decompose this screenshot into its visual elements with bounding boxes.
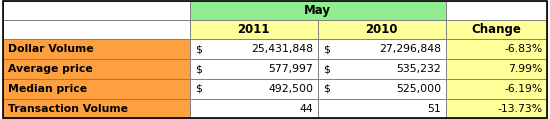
Text: Change: Change: [471, 23, 521, 36]
Bar: [446, 79, 547, 99]
Text: 535,232: 535,232: [397, 64, 441, 74]
Text: $: $: [195, 64, 202, 74]
Text: $: $: [323, 64, 330, 74]
Bar: [3, 59, 190, 79]
Bar: [190, 99, 318, 118]
Bar: [318, 59, 446, 79]
Text: 525,000: 525,000: [396, 84, 441, 94]
Text: Dollar Volume: Dollar Volume: [8, 44, 94, 54]
Text: 27,296,848: 27,296,848: [379, 44, 441, 54]
Text: 492,500: 492,500: [268, 84, 313, 94]
Text: May: May: [304, 4, 331, 17]
Text: $: $: [195, 44, 202, 54]
Bar: [318, 20, 446, 40]
Bar: [3, 40, 190, 59]
Bar: [446, 1, 547, 20]
Text: $: $: [323, 84, 330, 94]
Text: 577,997: 577,997: [268, 64, 313, 74]
Bar: [190, 40, 318, 59]
Text: 44: 44: [300, 104, 313, 114]
Text: 7.99%: 7.99%: [508, 64, 543, 74]
Text: $: $: [195, 84, 202, 94]
Text: 51: 51: [427, 104, 441, 114]
Bar: [3, 99, 190, 118]
Text: 2011: 2011: [238, 23, 270, 36]
Bar: [3, 1, 190, 20]
Text: $: $: [323, 44, 330, 54]
Text: -6.83%: -6.83%: [504, 44, 543, 54]
Bar: [190, 59, 318, 79]
Text: 2010: 2010: [365, 23, 398, 36]
Bar: [318, 99, 446, 118]
Text: 25,431,848: 25,431,848: [251, 44, 314, 54]
Text: Transaction Volume: Transaction Volume: [8, 104, 128, 114]
Text: -13.73%: -13.73%: [498, 104, 543, 114]
Bar: [446, 59, 547, 79]
Bar: [190, 79, 318, 99]
Bar: [446, 99, 547, 118]
Bar: [190, 20, 318, 40]
Bar: [3, 79, 190, 99]
Bar: [446, 20, 547, 40]
Bar: [446, 40, 547, 59]
Text: -6.19%: -6.19%: [504, 84, 543, 94]
Text: Average price: Average price: [8, 64, 93, 74]
Bar: [190, 1, 446, 20]
Bar: [3, 20, 190, 40]
Text: Median price: Median price: [8, 84, 87, 94]
Bar: [318, 79, 446, 99]
Bar: [318, 40, 446, 59]
